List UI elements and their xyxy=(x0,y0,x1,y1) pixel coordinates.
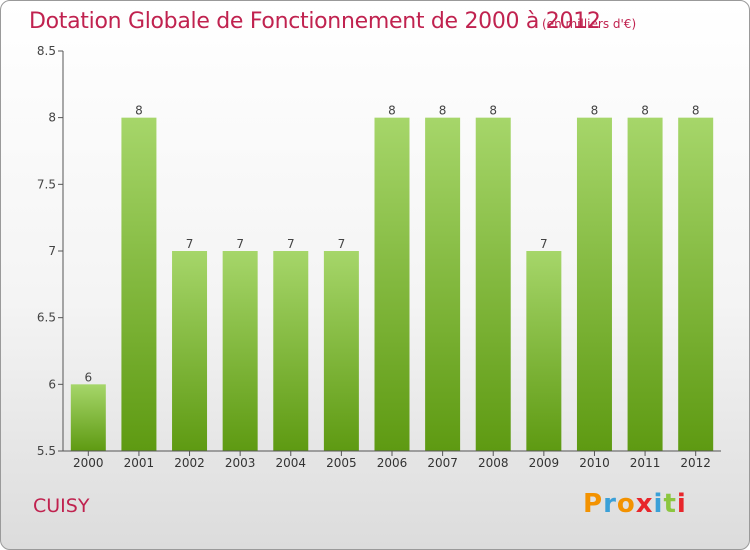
bar-2011 xyxy=(627,117,663,452)
logo-letter: P xyxy=(583,489,604,519)
logo-letter: t xyxy=(663,489,677,519)
data-label: 7 xyxy=(540,237,548,251)
bar-2002 xyxy=(172,251,208,451)
x-tick-label: 2007 xyxy=(427,456,458,470)
y-tick-label: 6.5 xyxy=(37,311,56,325)
bar-2012 xyxy=(678,117,714,452)
logo-letter: o xyxy=(616,489,636,519)
data-label: 8 xyxy=(439,104,447,118)
data-label: 8 xyxy=(591,104,599,118)
logo-letter: i xyxy=(676,489,687,519)
chart-subtitle: (en milliers d'€) xyxy=(542,17,637,31)
data-label: 8 xyxy=(388,104,396,118)
bar-2010 xyxy=(576,117,612,452)
data-label: 7 xyxy=(338,237,346,251)
bar-2004 xyxy=(273,251,309,451)
x-tick-label: 2004 xyxy=(275,456,306,470)
x-tick-label: 2009 xyxy=(529,456,560,470)
x-tick-label: 2008 xyxy=(478,456,509,470)
x-tick-label: 2003 xyxy=(225,456,256,470)
y-tick-label: 7.5 xyxy=(37,177,56,191)
x-tick-label: 2000 xyxy=(73,456,104,470)
data-label: 8 xyxy=(692,104,700,118)
bar-2001 xyxy=(121,117,157,452)
x-tick-label: 2002 xyxy=(174,456,205,470)
x-tick-label: 2011 xyxy=(630,456,661,470)
data-label: 7 xyxy=(287,237,295,251)
bar-2008 xyxy=(475,117,511,452)
x-tick-label: 2005 xyxy=(326,456,357,470)
data-label: 8 xyxy=(641,104,649,118)
bar-2005 xyxy=(323,251,359,451)
x-tick-label: 2001 xyxy=(124,456,155,470)
bar-2007 xyxy=(425,117,461,452)
chart-title: Dotation Globale de Fonctionnement de 20… xyxy=(29,9,601,34)
data-label: 8 xyxy=(135,104,143,118)
bar-2009 xyxy=(526,251,562,451)
proxiti-logo[interactable]: Proxiti xyxy=(583,489,687,519)
data-label: 7 xyxy=(186,237,194,251)
y-tick-label: 6 xyxy=(48,377,56,391)
bar-2003 xyxy=(222,251,258,451)
commune-name: CUISY xyxy=(33,495,90,517)
data-label: 6 xyxy=(84,370,92,384)
x-tick-label: 2006 xyxy=(377,456,408,470)
logo-letter: x xyxy=(635,489,654,519)
y-tick-label: 8.5 xyxy=(37,44,56,58)
logo-letter: i xyxy=(653,489,664,519)
x-tick-label: 2012 xyxy=(680,456,711,470)
bar-2000 xyxy=(70,384,106,451)
logo-letter: r xyxy=(603,489,617,519)
data-label: 8 xyxy=(489,104,497,118)
data-label: 7 xyxy=(236,237,244,251)
y-tick-label: 5.5 xyxy=(37,444,56,458)
bar-2006 xyxy=(374,117,410,452)
y-tick-label: 7 xyxy=(48,244,56,258)
y-tick-label: 8 xyxy=(48,111,56,125)
x-tick-label: 2010 xyxy=(579,456,610,470)
